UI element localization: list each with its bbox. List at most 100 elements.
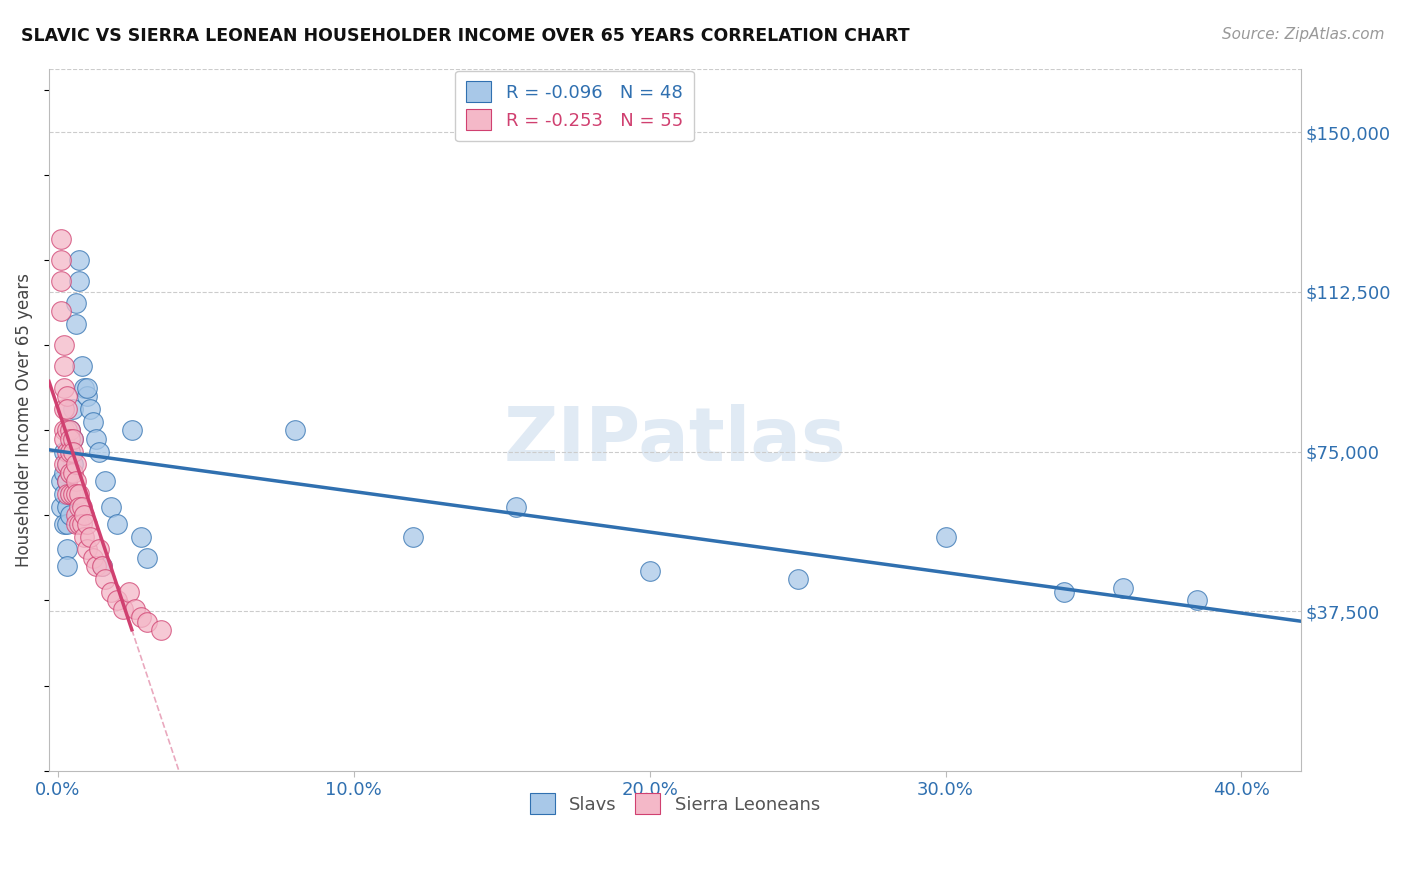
Point [62, 466, 84, 480]
Text: ZIPatlas: ZIPatlas [503, 404, 846, 477]
Legend: Slavs, Sierra Leoneans: Slavs, Sierra Leoneans [519, 782, 831, 825]
Point [67, 500, 90, 514]
Point [59, 487, 82, 501]
Point [52, 516, 75, 531]
Point [118, 585, 141, 599]
Point [73, 530, 96, 544]
Point [49, 500, 72, 514]
Point [786, 572, 808, 586]
Point [52, 444, 75, 458]
Point [52, 338, 75, 352]
Point [129, 610, 152, 624]
Point [402, 530, 425, 544]
Point [55, 458, 77, 472]
Point [105, 516, 128, 531]
Point [65, 516, 87, 531]
Point [65, 487, 87, 501]
Point [52, 432, 75, 446]
Point [82, 415, 104, 429]
Point [52, 359, 75, 374]
Point [638, 564, 661, 578]
Point [935, 530, 957, 544]
Point [59, 466, 82, 480]
Point [52, 401, 75, 416]
Point [55, 389, 77, 403]
Point [62, 487, 84, 501]
Point [111, 602, 134, 616]
Point [49, 274, 72, 288]
Point [55, 487, 77, 501]
Point [59, 423, 82, 437]
Point [1112, 581, 1135, 595]
Point [62, 458, 84, 472]
Point [76, 516, 98, 531]
Point [82, 550, 104, 565]
Point [76, 389, 98, 403]
Point [94, 475, 117, 489]
Point [62, 432, 84, 446]
Point [59, 432, 82, 446]
Point [70, 500, 93, 514]
Point [67, 274, 90, 288]
Point [65, 508, 87, 523]
Point [121, 423, 143, 437]
Point [86, 559, 108, 574]
Point [135, 550, 157, 565]
Point [55, 475, 77, 489]
Point [135, 615, 157, 629]
Point [52, 423, 75, 437]
Point [55, 516, 77, 531]
Point [49, 232, 72, 246]
Point [55, 542, 77, 557]
Point [62, 432, 84, 446]
Point [55, 444, 77, 458]
Point [55, 475, 77, 489]
Point [79, 530, 101, 544]
Point [94, 572, 117, 586]
Point [52, 466, 75, 480]
Point [49, 304, 72, 318]
Point [62, 401, 84, 416]
Point [89, 542, 111, 557]
Point [52, 458, 75, 472]
Point [49, 253, 72, 268]
Point [70, 516, 93, 531]
Point [55, 500, 77, 514]
Point [1185, 593, 1208, 607]
Point [150, 624, 173, 638]
Point [52, 487, 75, 501]
Point [65, 458, 87, 472]
Point [65, 317, 87, 331]
Point [59, 487, 82, 501]
Point [105, 593, 128, 607]
Point [65, 475, 87, 489]
Point [1053, 585, 1076, 599]
Text: SLAVIC VS SIERRA LEONEAN HOUSEHOLDER INCOME OVER 65 YEARS CORRELATION CHART: SLAVIC VS SIERRA LEONEAN HOUSEHOLDER INC… [21, 27, 910, 45]
Point [76, 542, 98, 557]
Point [59, 466, 82, 480]
Point [55, 401, 77, 416]
Point [55, 559, 77, 574]
Point [67, 516, 90, 531]
Point [100, 500, 122, 514]
Point [91, 559, 114, 574]
Point [86, 432, 108, 446]
Point [129, 530, 152, 544]
Point [49, 475, 72, 489]
Point [55, 458, 77, 472]
Point [70, 359, 93, 374]
Text: Source: ZipAtlas.com: Source: ZipAtlas.com [1222, 27, 1385, 42]
Point [76, 381, 98, 395]
Point [124, 602, 146, 616]
Point [73, 381, 96, 395]
Point [91, 559, 114, 574]
Point [79, 401, 101, 416]
Y-axis label: Householder Income Over 65 years: Householder Income Over 65 years [15, 273, 32, 566]
Point [55, 423, 77, 437]
Point [65, 295, 87, 310]
Point [59, 444, 82, 458]
Point [52, 381, 75, 395]
Point [59, 423, 82, 437]
Point [67, 487, 90, 501]
Point [284, 423, 307, 437]
